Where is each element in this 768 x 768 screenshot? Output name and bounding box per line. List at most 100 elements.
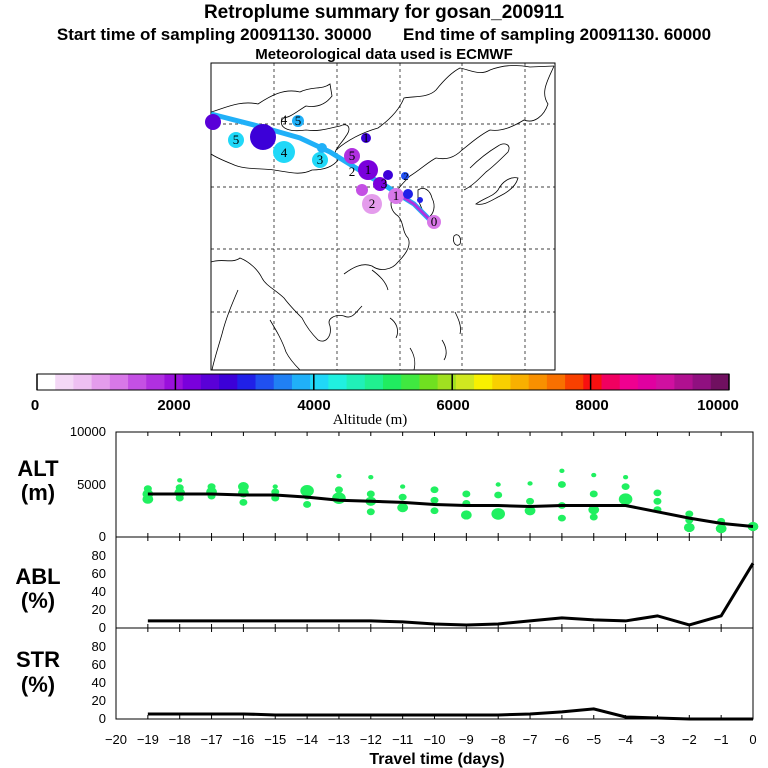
colorbar-tick-6000: 6000 — [436, 397, 469, 414]
chart-title: Retroplume summary for gosan_200911 — [203, 2, 565, 23]
alt-panel: ALT (m) 10000 5000 0 — [17, 424, 759, 544]
traj-label-5c: 5 — [349, 148, 356, 163]
alt-tick-10000: 10000 — [70, 424, 106, 439]
alt-scatter-point — [303, 501, 312, 508]
trajectory-labels: 0 1 1 2 2 3 3 4 4 5 5 5 1 2 — [233, 112, 438, 229]
colorbar-swatch — [200, 374, 220, 390]
colorbar-tick-8000: 8000 — [575, 397, 608, 414]
colorbar-swatch — [55, 374, 74, 390]
str-tick-0: 0 — [99, 711, 106, 726]
colorbar-swatch — [128, 374, 147, 390]
alt-tick-5000: 5000 — [77, 477, 106, 492]
traj-label-4b: 4 — [281, 112, 288, 127]
alt-scatter-point — [559, 468, 565, 474]
colorbar-swatch — [565, 374, 584, 390]
traj-label-5b: 5 — [295, 113, 302, 128]
colorbar-swatch — [619, 374, 639, 390]
alt-scatter-point — [177, 478, 183, 483]
traj-label-2a: 2 — [369, 196, 376, 211]
x-tick-label: −11 — [392, 732, 413, 747]
colorbar-swatch — [146, 374, 165, 390]
colorbar-swatch — [328, 374, 348, 390]
alt-scatter-point — [460, 510, 472, 520]
colorbar-swatch — [182, 374, 202, 390]
abl-tick-0: 0 — [99, 620, 106, 635]
colorbar-swatch — [273, 374, 293, 390]
alt-scatter-point — [618, 493, 633, 506]
alt-scatter-point — [683, 522, 695, 533]
x-tick-label: −1 — [714, 732, 729, 747]
alt-y-ticks: 10000 5000 0 — [70, 424, 106, 544]
colorbar-swatch — [383, 374, 402, 390]
str-tick-60: 60 — [92, 657, 106, 672]
alt-scatter-point — [685, 510, 694, 518]
traj-label-1b: 1 — [365, 162, 372, 177]
alt-scatter-point — [494, 491, 503, 499]
traj-label-2b: 2 — [349, 164, 356, 179]
colorbar-swatch — [601, 374, 621, 390]
str-panel: STR (%) 80 60 40 20 0 — [16, 627, 754, 726]
str-tick-20: 20 — [92, 693, 106, 708]
str-axis-label: STR — [16, 647, 60, 672]
x-tick-label: −14 — [296, 732, 318, 747]
alt-scatter-point — [524, 506, 536, 516]
alt-scatter-point — [398, 493, 407, 501]
abl-axis-unit: (%) — [21, 588, 55, 613]
alt-axis-unit: (m) — [21, 480, 55, 505]
x-tick-label: −8 — [491, 732, 506, 747]
colorbar-label: Altitude (m) — [333, 412, 408, 428]
colorbar-swatch — [710, 374, 730, 390]
traj-label-4a: 4 — [281, 145, 288, 160]
traj-label-0: 0 — [431, 214, 438, 229]
x-tick-label: −20 — [105, 732, 127, 747]
alt-scatter-point — [495, 482, 501, 487]
alt-scatter-point — [557, 514, 566, 522]
colorbar-swatch — [237, 374, 257, 390]
colorbar-swatch — [364, 374, 384, 390]
colorbar-swatch — [492, 374, 511, 390]
alt-scatter-point — [589, 490, 598, 498]
colorbar-swatch — [455, 374, 475, 390]
traj-label-2c: 2 — [404, 172, 409, 183]
colorbar-tick-0: 0 — [31, 397, 39, 414]
x-tick-label: −9 — [459, 732, 474, 747]
alt-scatter-point — [272, 484, 278, 489]
alt-tick-marks — [115, 432, 754, 537]
colorbar-swatch — [346, 374, 366, 390]
x-tick-label: −5 — [586, 732, 601, 747]
abl-tick-80: 80 — [92, 548, 106, 563]
colorbar-swatch — [255, 374, 275, 390]
abl-tick-20: 20 — [92, 602, 106, 617]
alt-scatter-point — [336, 473, 342, 479]
colorbar-swatch — [637, 374, 657, 390]
str-tick-marks — [115, 628, 754, 719]
alt-scatter-point — [239, 498, 248, 506]
colorbar-swatch — [437, 374, 457, 390]
x-tick-label: −19 — [137, 732, 159, 747]
colorbar-swatch — [510, 374, 530, 390]
traj-label-3a: 3 — [381, 176, 388, 191]
alt-scatter-point — [653, 497, 662, 505]
alt-scatter-point — [397, 503, 409, 513]
colorbar-ticks: 0 2000 4000 6000 8000 10000 — [31, 397, 739, 414]
str-tick-40: 40 — [92, 675, 106, 690]
start-time-label: Start time of sampling 20091130. 30000 — [56, 25, 372, 44]
colorbar-tick-4000: 4000 — [297, 397, 330, 414]
trajectory-map: 0 1 1 2 2 3 3 4 4 5 5 5 1 2 — [205, 62, 556, 371]
cluster-circles — [205, 114, 441, 229]
x-tick-label: −17 — [201, 732, 223, 747]
colorbar-swatch — [528, 374, 548, 390]
alt-scatter-point — [715, 524, 727, 534]
traj-label-5a: 5 — [233, 132, 240, 147]
alt-scatter-point — [653, 489, 662, 497]
str-axis-unit: (%) — [21, 672, 55, 697]
traj-label-1a: 1 — [393, 188, 400, 203]
traj-label-3b: 3 — [317, 152, 324, 167]
colorbar-swatch — [109, 374, 129, 390]
alt-mean-line — [147, 492, 754, 528]
x-tick-label: −18 — [169, 732, 191, 747]
alt-scatter-point — [589, 513, 598, 521]
alt-scatter-point — [332, 492, 346, 504]
colorbar-swatch — [91, 374, 111, 390]
